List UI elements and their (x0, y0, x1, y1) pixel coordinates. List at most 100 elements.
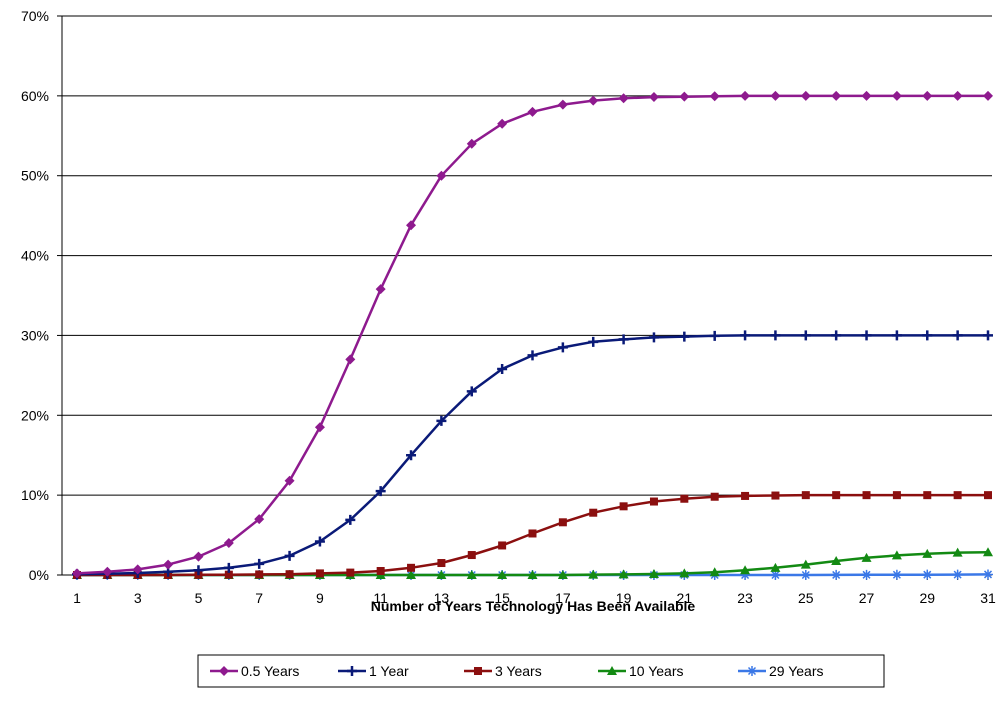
data-point (132, 564, 143, 575)
data-point (861, 552, 872, 562)
data-point (709, 567, 720, 577)
data-point (557, 342, 568, 353)
x-axis-title: Number of Years Technology Has Been Avai… (371, 598, 696, 614)
legend-swatch-marker (474, 667, 482, 675)
data-point (679, 331, 690, 342)
data-point (770, 562, 781, 572)
data-point (831, 556, 842, 566)
data-point (861, 330, 872, 341)
data-point (983, 547, 993, 557)
data-point (741, 491, 750, 500)
data-point (831, 90, 842, 101)
data-point (407, 563, 416, 572)
data-point (648, 92, 659, 103)
data-point (923, 491, 932, 500)
legend-item-1-year: 1 Year (338, 663, 409, 679)
data-point (710, 492, 719, 501)
data-point (891, 569, 902, 580)
x-tick-label: 15 (494, 590, 510, 606)
x-tick-label: 25 (798, 590, 814, 606)
data-point (800, 559, 811, 569)
data-point (588, 336, 599, 347)
x-tick-label: 13 (434, 590, 450, 606)
data-point (922, 330, 933, 341)
data-point (375, 486, 386, 497)
data-point (709, 91, 720, 102)
legend: 0.5 Years 1 Year 3 Years 10 Years 29 Years (197, 654, 885, 688)
data-point (983, 330, 993, 341)
data-point (72, 568, 82, 579)
legend-swatch-marker (347, 666, 357, 676)
data-point (832, 491, 841, 500)
legend-label: 1 Year (369, 663, 409, 679)
data-point (891, 550, 902, 560)
data-point (436, 170, 447, 181)
x-tick-label: 7 (255, 590, 263, 606)
data-point (801, 491, 810, 500)
data-point (314, 536, 325, 547)
data-point (983, 90, 993, 101)
data-point (800, 90, 811, 101)
data-point (740, 330, 751, 341)
data-point (314, 422, 325, 433)
data-point (497, 363, 508, 374)
data-point (983, 569, 993, 580)
data-point (952, 547, 963, 557)
legend-box (197, 654, 885, 688)
data-point (679, 91, 690, 102)
data-point (284, 475, 295, 486)
data-point (740, 565, 751, 575)
data-point (406, 220, 417, 231)
data-point (406, 450, 417, 461)
data-point (800, 330, 811, 341)
data-point (649, 497, 658, 506)
data-point (892, 491, 901, 500)
data-point (223, 538, 234, 549)
data-point (223, 562, 234, 573)
x-tick-label: 9 (316, 590, 324, 606)
data-point (102, 566, 113, 577)
data-point (771, 491, 780, 500)
legend-label: 10 Years (629, 663, 684, 679)
data-point (922, 569, 933, 580)
y-axis-tick-labels: 0% 10% 20% 30% 40% 50% 60% 70% (21, 8, 49, 583)
legend-item-0-5-years: 0.5 Years (210, 663, 299, 679)
x-tick-label: 17 (555, 590, 571, 606)
data-point (589, 508, 598, 517)
data-point (254, 558, 265, 569)
data-point (376, 567, 385, 576)
y-tick-label: 10% (21, 487, 49, 503)
x-tick-label: 21 (677, 590, 693, 606)
legend-swatch-marker (747, 666, 757, 676)
data-point (558, 518, 567, 527)
data-point (800, 570, 811, 580)
y-tick-label: 0% (29, 567, 49, 583)
data-point (466, 570, 477, 579)
data-point (862, 491, 871, 500)
data-point (891, 90, 902, 101)
data-point (467, 551, 476, 560)
data-point (952, 330, 963, 341)
data-point (984, 491, 992, 500)
x-tick-label: 29 (919, 590, 935, 606)
data-point (648, 332, 659, 343)
data-point (527, 570, 538, 579)
y-tick-label: 70% (21, 8, 49, 24)
x-tick-label: 19 (616, 590, 632, 606)
data-point (255, 570, 264, 579)
data-point (345, 514, 356, 525)
data-point (497, 118, 508, 129)
data-point (831, 569, 842, 580)
series-group (72, 90, 993, 580)
y-tick-label: 50% (21, 168, 49, 184)
data-point (498, 541, 507, 550)
data-point (436, 415, 447, 426)
y-tick-label: 40% (21, 248, 49, 264)
data-point (315, 569, 324, 578)
data-point (528, 529, 537, 538)
legend-label: 29 Years (769, 663, 824, 679)
series-0-5-years (72, 90, 993, 579)
data-point (831, 330, 842, 341)
data-point (618, 334, 629, 345)
